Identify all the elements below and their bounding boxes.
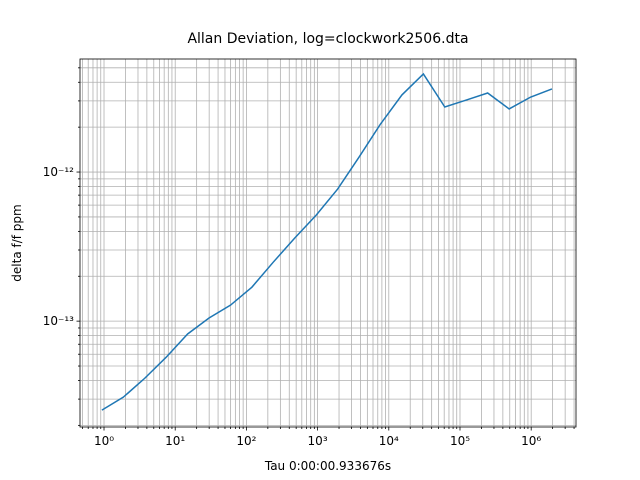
x-tick-label: 10⁰ [94,434,114,448]
x-tick-label: 10² [236,434,256,448]
x-tick-label: 10⁴ [379,434,399,448]
x-axis-label: Tau 0:00:00.933676s [264,459,391,473]
data-line [101,72,553,411]
y-tick-label: 10⁻¹³ [43,314,74,328]
y-axis-label: delta f/f ppm [10,204,24,281]
y-tick-label: 10⁻¹² [43,165,74,179]
plot-frame [79,58,577,428]
x-tick-label: 10³ [308,434,328,448]
x-tick-label: 10⁶ [521,434,541,448]
x-tick-label: 10¹ [165,434,185,448]
chart-title: Allan Deviation, log=clockwork2506.dta [187,31,468,47]
x-tick-label: 10⁵ [450,434,470,448]
